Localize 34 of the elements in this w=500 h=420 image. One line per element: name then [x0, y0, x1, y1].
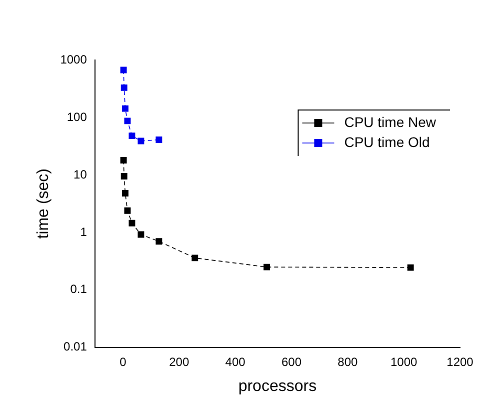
x-tick-label: 200 — [169, 354, 190, 369]
legend-label: CPU time Old — [344, 134, 430, 150]
x-tick-label: 1200 — [446, 354, 474, 369]
point — [120, 66, 127, 74]
point — [124, 207, 131, 214]
legend-label: CPU time New — [344, 114, 437, 130]
y-tick-label: 1 — [80, 224, 88, 239]
point — [128, 132, 136, 140]
point — [138, 138, 144, 144]
y-tick-label: 0.01 — [64, 340, 88, 354]
x-axis-title: processors — [238, 378, 317, 395]
point — [122, 105, 128, 112]
y-tick-label: 100 — [66, 110, 88, 124]
point — [122, 190, 128, 197]
point — [156, 136, 162, 143]
y-tick-label: 10 — [74, 167, 88, 182]
point — [128, 220, 136, 226]
x-tick-label: 1000 — [390, 354, 418, 369]
point — [192, 254, 198, 262]
x-tick-label: 0 — [120, 354, 127, 369]
x-tick-label: 800 — [338, 354, 358, 369]
point — [264, 264, 270, 270]
point — [156, 238, 162, 245]
y-tick-label: 1000 — [60, 52, 88, 66]
y-axis-title: time (sec) — [35, 168, 52, 239]
x-tick-label: 600 — [281, 354, 302, 369]
point — [124, 118, 131, 124]
y-tick-label: 0.1 — [70, 282, 88, 296]
point — [407, 264, 414, 271]
point — [120, 173, 128, 180]
point — [120, 157, 127, 164]
point — [120, 84, 128, 91]
point — [138, 231, 144, 238]
x-tick-label: 400 — [225, 354, 246, 369]
